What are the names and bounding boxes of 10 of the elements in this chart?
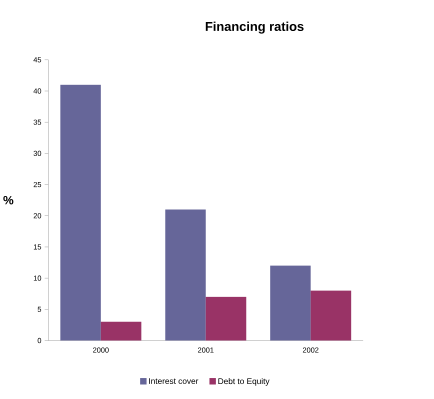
legend-label: Interest cover bbox=[149, 378, 198, 384]
chart-title: Financing ratios bbox=[206, 21, 304, 34]
legend-label: Debt to Equity bbox=[218, 378, 270, 386]
bar bbox=[206, 296, 246, 340]
bar bbox=[310, 290, 352, 340]
bar bbox=[100, 322, 142, 340]
y-axis-title: % bbox=[3, 196, 14, 204]
bar bbox=[270, 265, 311, 340]
bar bbox=[60, 84, 101, 340]
bar bbox=[165, 209, 206, 340]
